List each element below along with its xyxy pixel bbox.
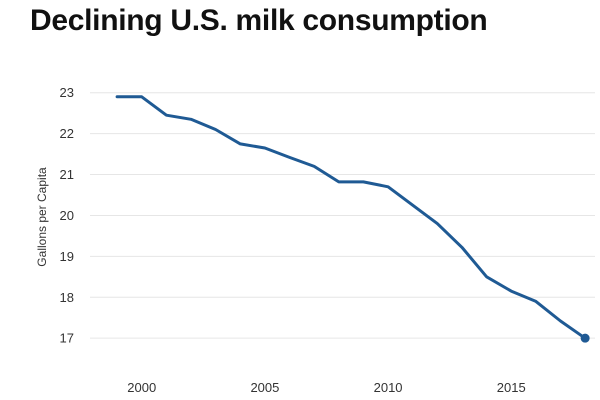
y-tick-label: 17	[60, 331, 74, 346]
x-tick-label: 2015	[497, 380, 526, 395]
x-tick-labels: 2000 2005 2010 2015	[127, 380, 525, 395]
chart-title: Declining U.S. milk consumption	[30, 4, 488, 37]
series-line	[115, 95, 587, 340]
x-tick-label: 2005	[250, 380, 279, 395]
x-tick-label: 2010	[374, 380, 403, 395]
x-tick-label: 2000	[127, 380, 156, 395]
end-point-marker	[580, 333, 590, 343]
y-tick-label: 21	[60, 167, 74, 182]
y-tick-label: 19	[60, 249, 74, 264]
y-axis-label: Gallons per Capita	[35, 167, 49, 267]
y-tick-label: 20	[60, 208, 74, 223]
y-tick-label: 18	[60, 290, 74, 305]
y-tick-label: 22	[60, 126, 74, 141]
series-group	[115, 95, 590, 343]
gridlines	[90, 92, 595, 339]
y-tick-labels: 17 18 19 20 21 22 23	[60, 85, 74, 345]
y-tick-label: 23	[60, 85, 74, 100]
